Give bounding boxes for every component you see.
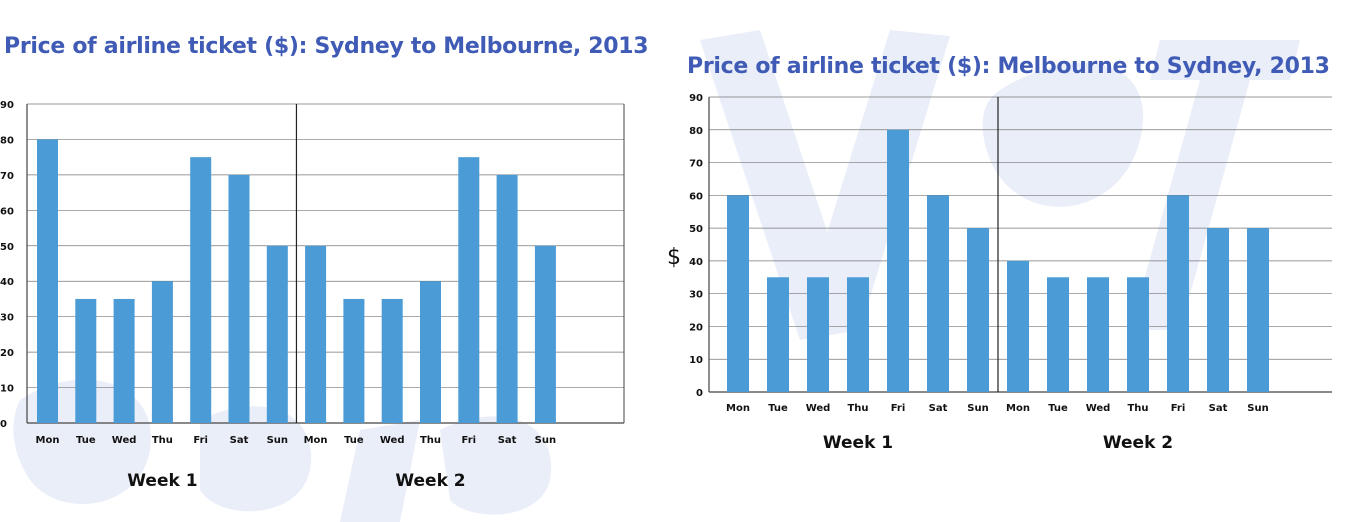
bar bbox=[458, 157, 480, 423]
bar bbox=[1247, 228, 1269, 392]
bar bbox=[75, 298, 97, 423]
x-tick-label: Thu bbox=[847, 403, 868, 414]
x-tick-label: Thu bbox=[1127, 403, 1148, 414]
bar bbox=[266, 245, 288, 423]
x-tick-label: Sat bbox=[230, 435, 249, 446]
y-tick-label: 50 bbox=[0, 242, 14, 253]
week-label: Week 1 bbox=[127, 471, 197, 491]
x-tick-label: Tue bbox=[344, 435, 364, 446]
bar bbox=[496, 174, 518, 423]
x-tick-label: Wed bbox=[1086, 403, 1111, 414]
x-tick-label: Thu bbox=[420, 435, 441, 446]
bar bbox=[151, 281, 173, 423]
y-tick-label: 0 bbox=[696, 388, 703, 399]
x-tick-label: Sat bbox=[498, 435, 517, 446]
x-tick-label: Sun bbox=[535, 435, 556, 446]
bar bbox=[190, 157, 212, 423]
x-tick-label: Wed bbox=[112, 435, 137, 446]
x-tick-label: Mon bbox=[726, 403, 750, 414]
y-tick-label: 80 bbox=[0, 135, 14, 146]
y-tick-label: 70 bbox=[0, 171, 14, 182]
x-tick-label: Tue bbox=[76, 435, 96, 446]
y-tick-label: 90 bbox=[689, 93, 703, 104]
bar bbox=[228, 174, 250, 423]
x-tick-label: Mon bbox=[304, 435, 328, 446]
bar bbox=[847, 277, 869, 392]
chart-sydney-to-melbourne: Price of airline ticket ($): Sydney to M… bbox=[0, 0, 649, 522]
bar bbox=[113, 298, 135, 423]
bar bbox=[1207, 228, 1229, 392]
watermark-stroke bbox=[800, 30, 950, 330]
bar bbox=[420, 281, 441, 423]
x-tick-label: Mon bbox=[36, 435, 60, 446]
x-tick-label: Fri bbox=[193, 435, 208, 446]
bar bbox=[1087, 277, 1109, 392]
bar bbox=[1007, 260, 1029, 392]
chart-title: Price of airline ticket ($): Melbourne t… bbox=[687, 54, 1330, 79]
x-tick-label: Thu bbox=[152, 435, 173, 446]
y-tick-label: 90 bbox=[0, 100, 14, 111]
x-tick-label: Fri bbox=[1171, 403, 1186, 414]
bar bbox=[1047, 277, 1069, 392]
x-tick-label: Tue bbox=[768, 403, 788, 414]
chart-title: Price of airline ticket ($): Sydney to M… bbox=[4, 34, 649, 59]
y-axis-label: $ bbox=[667, 245, 681, 270]
y-tick-label: 10 bbox=[689, 355, 703, 366]
x-tick-label: Sat bbox=[929, 403, 948, 414]
watermark-stroke bbox=[440, 416, 552, 515]
y-tick-label: 70 bbox=[689, 159, 703, 170]
bar bbox=[343, 298, 365, 423]
x-tick-label: Sun bbox=[967, 403, 988, 414]
y-tick-label: 50 bbox=[689, 224, 703, 235]
watermark-stroke bbox=[200, 406, 312, 512]
watermark-stroke bbox=[340, 420, 420, 522]
x-tick-label: Wed bbox=[380, 435, 405, 446]
x-tick-label: Fri bbox=[462, 435, 477, 446]
bar bbox=[381, 298, 403, 423]
watermark-stroke bbox=[982, 62, 1144, 207]
y-tick-label: 30 bbox=[0, 313, 14, 324]
x-tick-label: Wed bbox=[806, 403, 831, 414]
y-tick-label: 80 bbox=[689, 126, 703, 137]
y-tick-label: 10 bbox=[0, 384, 14, 395]
x-tick-label: Sat bbox=[1209, 403, 1228, 414]
x-tick-label: Fri bbox=[891, 403, 906, 414]
y-tick-label: 60 bbox=[689, 191, 703, 202]
x-tick-label: Mon bbox=[1006, 403, 1030, 414]
bar bbox=[305, 245, 327, 423]
y-tick-label: 30 bbox=[689, 290, 703, 301]
bar bbox=[807, 277, 829, 392]
y-tick-label: 40 bbox=[0, 277, 14, 288]
bar bbox=[927, 195, 949, 392]
x-tick-label: Sun bbox=[267, 435, 288, 446]
y-tick-label: 40 bbox=[689, 257, 703, 268]
week-label: Week 2 bbox=[395, 471, 465, 491]
x-tick-label: Tue bbox=[1048, 403, 1068, 414]
x-tick-label: Sun bbox=[1247, 403, 1268, 414]
bar bbox=[534, 245, 556, 423]
week-label: Week 2 bbox=[1103, 433, 1173, 453]
bar bbox=[767, 277, 789, 392]
bar bbox=[727, 195, 749, 392]
bar bbox=[1167, 195, 1189, 392]
bar bbox=[37, 139, 58, 423]
bar bbox=[1127, 277, 1149, 392]
y-tick-label: 60 bbox=[0, 206, 14, 217]
y-tick-label: 20 bbox=[0, 348, 14, 359]
week-label: Week 1 bbox=[823, 433, 893, 453]
bar bbox=[967, 228, 989, 392]
chart-melbourne-to-sydney: Price of airline ticket ($): Melbourne t… bbox=[660, 0, 1352, 522]
y-tick-label: 0 bbox=[0, 419, 7, 430]
plot-area: 0 10 20 30 40 50 60 70 80 90 Mon Tue Wed Thu Fri Sat Sun… bbox=[0, 100, 625, 491]
plot-area: 0 10 20 30 40 50 60 70 80 90 Mon Tue Wed Thu Fri Sat Sun… bbox=[667, 93, 1332, 453]
y-tick-label: 20 bbox=[689, 322, 703, 333]
bar bbox=[887, 129, 909, 392]
